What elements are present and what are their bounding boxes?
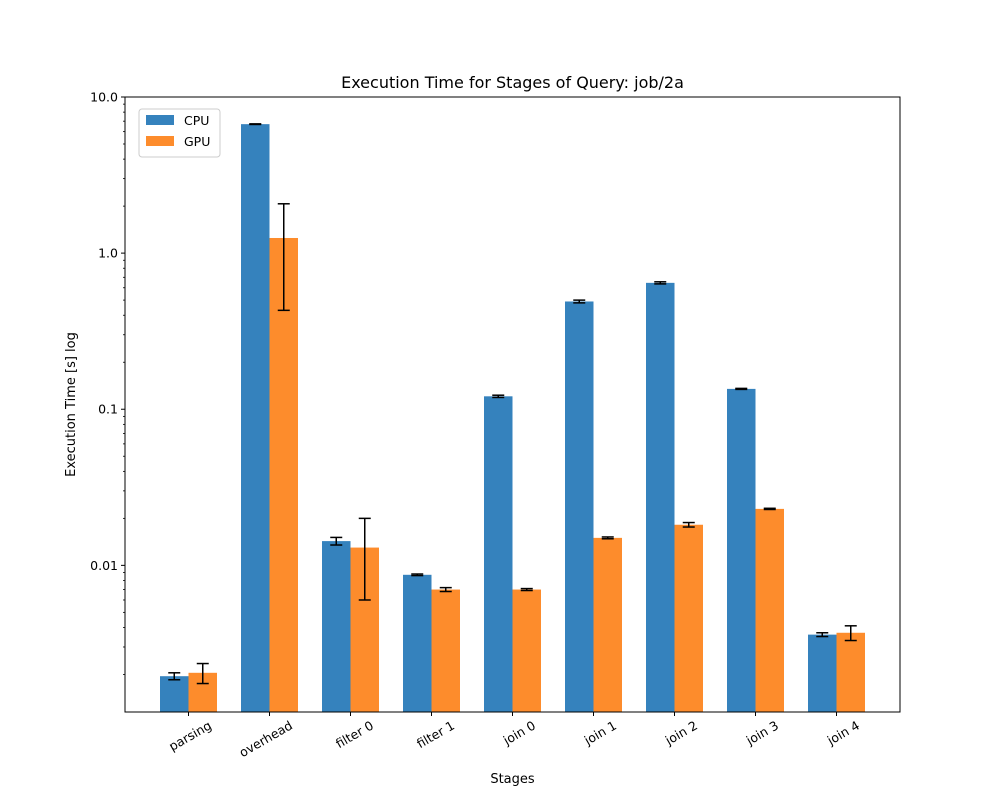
bar-cpu-filter-1 (403, 574, 432, 712)
bar-gpu-join-1 (593, 537, 622, 712)
x-tick-label-filter-0: filter 0 (333, 718, 376, 752)
error-bar-cpu-join-1 (573, 299, 586, 304)
x-axis: parsing overhead filter 0 filter 1 join 0 joi… (166, 712, 862, 760)
error-bar-cpu-join-0 (492, 394, 505, 399)
bar-gpu-filter-1 (431, 589, 460, 712)
legend-label-cpu: CPU (184, 113, 209, 128)
y-axis-label: Execution Time [s] log (64, 332, 79, 477)
bar-gpu-join-4 (836, 632, 865, 712)
x-tick-label-join-4: join 4 (824, 718, 862, 749)
bar-cpu-parsing (160, 676, 189, 712)
error-bar-gpu-join-4 (844, 625, 857, 642)
x-tick-label-parsing: parsing (166, 718, 214, 754)
bar-cpu-filter-0 (322, 541, 351, 712)
legend-swatch-cpu (146, 115, 174, 125)
bar-gpu-join-2 (674, 524, 703, 712)
y-axis: 0.01 0.1 1.0 10.0 (90, 90, 125, 675)
error-bar-cpu-filter-1 (411, 573, 424, 577)
error-bar-gpu-join-0 (520, 587, 533, 592)
y-tick-label: 0.1 (98, 402, 118, 417)
error-bar-gpu-filter-0 (358, 517, 371, 601)
x-tick-label-join-3: join 3 (743, 718, 781, 749)
bar-cpu-join-3 (727, 388, 756, 712)
error-bar-cpu-join-2 (654, 281, 667, 285)
error-bar-gpu-overhead (277, 203, 290, 312)
bar-gpu-overhead (269, 237, 298, 712)
bar-cpu-join-4 (808, 634, 837, 712)
bar-cpu-join-0 (484, 396, 513, 712)
x-tick-label-overhead: overhead (237, 718, 295, 760)
error-bar-cpu-join-3 (735, 387, 748, 391)
error-bar-cpu-filter-0 (330, 536, 343, 546)
error-bar-gpu-join-2 (682, 521, 695, 528)
bar-cpu-join-2 (646, 282, 675, 712)
error-bar-gpu-filter-1 (439, 586, 452, 593)
x-tick-label-join-0: join 0 (500, 718, 538, 749)
bar-gpu-join-0 (512, 589, 541, 712)
y-tick-label: 1.0 (98, 246, 118, 261)
x-tick-label-join-2: join 2 (662, 718, 700, 749)
x-tick-label-join-1: join 1 (581, 718, 619, 749)
plot-error-bars (168, 123, 857, 685)
error-bar-cpu-parsing (168, 672, 181, 681)
error-bar-cpu-overhead (249, 123, 262, 126)
legend-label-gpu: GPU (184, 134, 210, 149)
error-bar-gpu-join-1 (601, 536, 614, 540)
x-tick-label-filter-1: filter 1 (414, 718, 457, 751)
bar-cpu-overhead (241, 124, 270, 713)
y-tick-label: 10.0 (90, 90, 118, 105)
error-bar-cpu-join-4 (816, 632, 829, 638)
error-bar-gpu-join-3 (763, 507, 776, 511)
legend: CPU GPU (138, 108, 221, 158)
error-bar-gpu-parsing (196, 662, 209, 685)
x-axis-label: Stages (490, 772, 535, 787)
bar-gpu-join-3 (755, 508, 784, 712)
plot-bars (160, 124, 865, 713)
y-tick-label: 0.01 (90, 558, 118, 573)
legend-swatch-gpu (146, 136, 174, 146)
bar-cpu-join-1 (565, 301, 594, 712)
chart-title: Execution Time for Stages of Query: job/… (341, 73, 684, 92)
